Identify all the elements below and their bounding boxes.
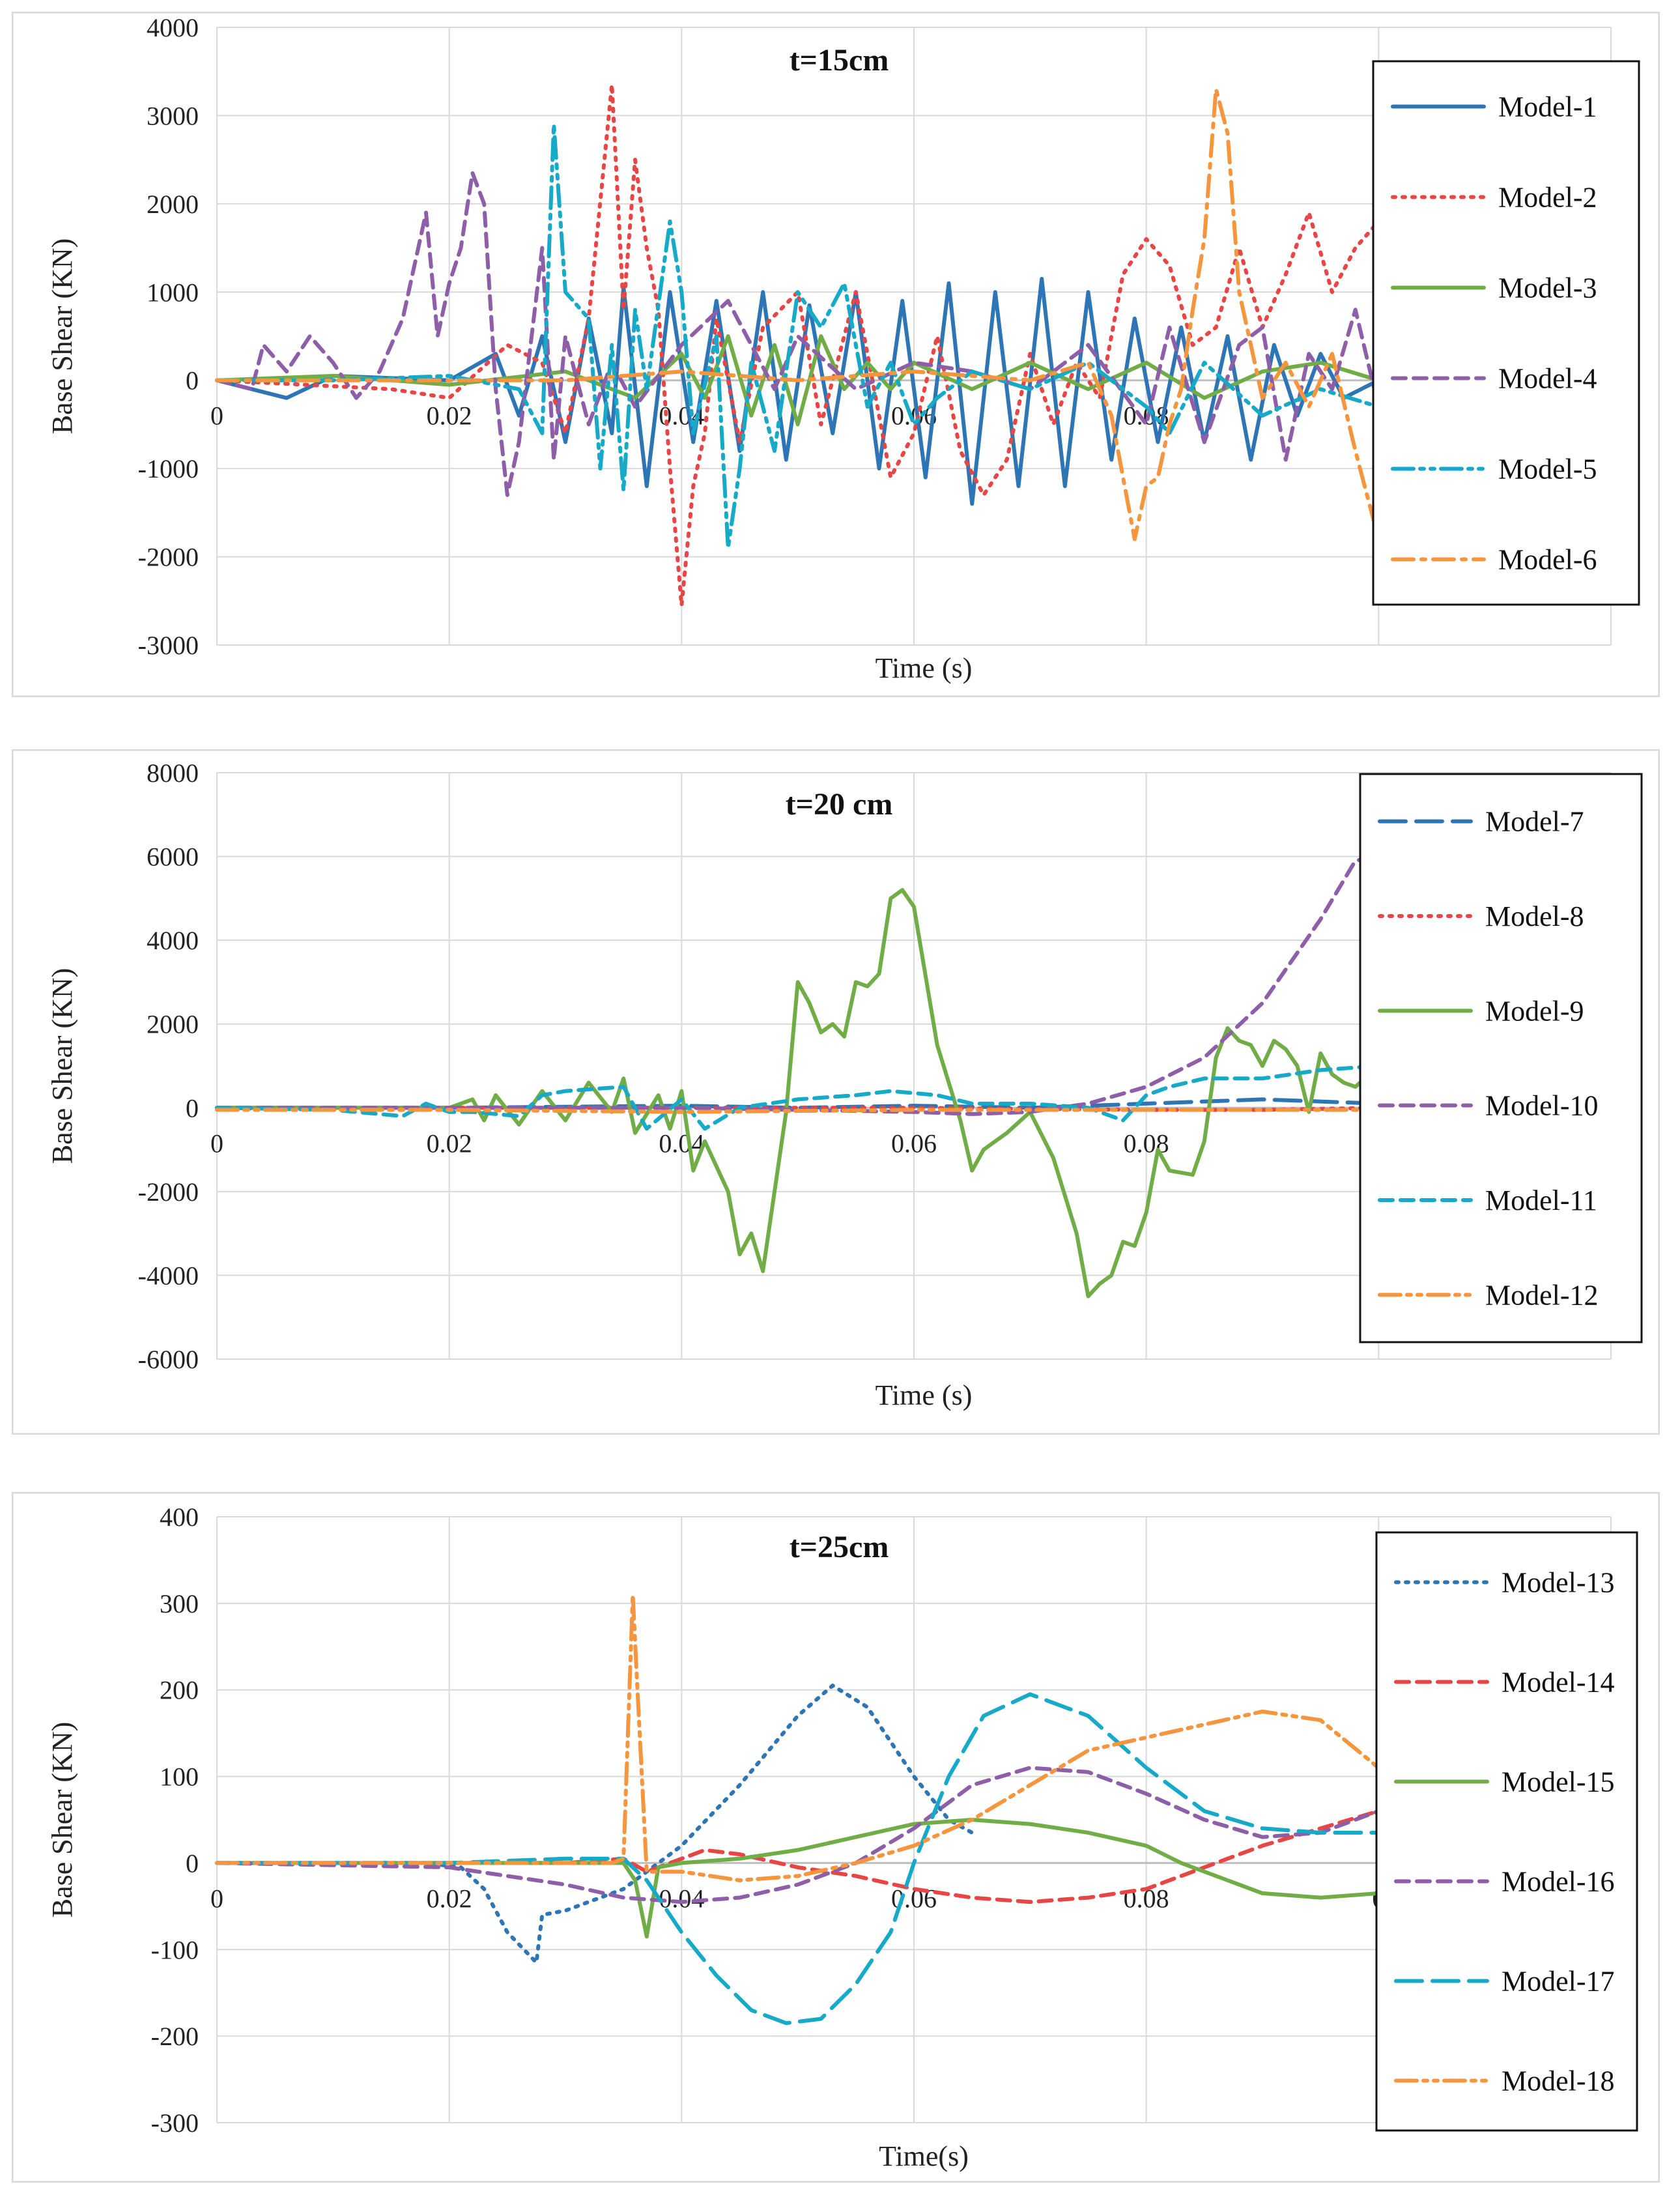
x-tick-label: 0.02 <box>427 401 472 431</box>
legend-label: Model-1 <box>1498 91 1597 123</box>
legend-label: Model-4 <box>1498 363 1597 395</box>
legend-label: Model-7 <box>1485 806 1584 838</box>
series-line-model-8 <box>215 1106 1381 1112</box>
x-tick-label: 0 <box>210 401 223 431</box>
chart-panel-1: 4000 3000 2000 1000 0 -1000 -2000 -3000 0 0.02 0.0… <box>11 11 1660 698</box>
legend-label: Model-10 <box>1485 1090 1599 1122</box>
x-axis-label: Time (s) <box>876 1379 973 1411</box>
series-line-model-2 <box>215 83 1381 608</box>
y-tick-label: 2000 <box>147 1010 199 1039</box>
y-tick-label: 1000 <box>147 278 199 307</box>
series-group <box>215 1592 1381 2026</box>
y-tick-label: -100 <box>151 1935 199 1964</box>
x-axis-label: Time (s) <box>876 652 973 684</box>
y-tick-label: 400 <box>160 1502 199 1532</box>
x-axis-label: Time(s) <box>879 2140 969 2172</box>
legend-label: Model-5 <box>1498 453 1597 485</box>
legend-label: Model-6 <box>1498 544 1597 576</box>
series-line-model-15 <box>215 1818 1381 1939</box>
series-line-model-9 <box>215 888 1381 1298</box>
y-tick-label: 0 <box>186 1848 199 1878</box>
y-tick-label: -4000 <box>138 1261 199 1290</box>
x-tick-label: 0.06 <box>891 1128 937 1158</box>
series-line-model-4 <box>215 171 1381 497</box>
legend-label: Model-3 <box>1498 272 1597 304</box>
legend-label: Model-2 <box>1498 182 1597 214</box>
y-axis-label: Base Shear (KN) <box>46 238 78 435</box>
y-tick-label: 8000 <box>147 758 199 788</box>
y-tick-label: -200 <box>151 2022 199 2051</box>
y-axis-label: Base Shear (KN) <box>46 1722 78 1918</box>
legend-label: Model-18 <box>1502 2065 1615 2097</box>
x-tick-label: 0.02 <box>427 1884 472 1913</box>
y-tick-label: 0 <box>186 1093 199 1123</box>
y-tick-label: 4000 <box>147 926 199 955</box>
series-line-model-3 <box>215 334 1381 427</box>
series-line-model-12 <box>215 1108 1381 1114</box>
y-tick-label: 2000 <box>147 190 199 219</box>
legend-label: Model-8 <box>1485 900 1584 932</box>
y-axis-label: Base Shear (KN) <box>46 968 78 1164</box>
y-tick-label: -2000 <box>138 543 199 572</box>
y-tick-label: -3000 <box>138 631 199 660</box>
legend-label: Model-11 <box>1485 1184 1597 1216</box>
x-tick-label: 0.04 <box>659 1128 704 1158</box>
y-tick-label: -1000 <box>138 454 199 483</box>
chart-title: t=20 cm <box>786 787 893 822</box>
legend-label: Model-15 <box>1502 1766 1615 1798</box>
chart-panel-3: 400 300 200 100 0 -100 -200 -300 0 0.02 0.04 0.06 0.… <box>11 1491 1660 2183</box>
series-line-model-18 <box>215 1592 1381 1882</box>
y-tick-label: -300 <box>151 2108 199 2138</box>
y-tick-label: 100 <box>160 1762 199 1792</box>
x-tick-label: 0.02 <box>427 1128 472 1158</box>
x-tick-label: 0 <box>210 1128 223 1158</box>
y-tick-label: 0 <box>186 366 199 395</box>
chart-svg-2: 8000 6000 4000 2000 0 -2000 -4000 -6000 0 0.02 0.0… <box>11 749 1660 1435</box>
legend-label: Model-17 <box>1502 1966 1615 1998</box>
y-tick-label: 4000 <box>147 13 199 42</box>
y-tick-label: -2000 <box>138 1177 199 1207</box>
y-tick-label: 3000 <box>147 101 199 130</box>
legend-label: Model-13 <box>1502 1567 1615 1599</box>
series-line-model-11 <box>215 1064 1381 1131</box>
legend-label: Model-12 <box>1485 1279 1599 1311</box>
y-tick-label: -6000 <box>138 1345 199 1374</box>
y-tick-label: 6000 <box>147 842 199 872</box>
legend-label: Model-9 <box>1485 995 1584 1027</box>
legend-label: Model-14 <box>1502 1667 1615 1699</box>
legend-box <box>1375 1531 1638 2132</box>
legend-box <box>1359 773 1643 1343</box>
series-line-model-14 <box>215 1809 1381 1904</box>
legend-label: Model-16 <box>1502 1866 1615 1898</box>
x-tick-label: 0 <box>210 1884 223 1913</box>
chart-title: t=25cm <box>790 1530 889 1564</box>
legend-box <box>1372 60 1640 606</box>
chart-panel-2: 8000 6000 4000 2000 0 -2000 -4000 -6000 0 0.02 0.0… <box>11 749 1660 1435</box>
series-line-model-17 <box>215 1692 1381 2026</box>
series-line-model-6 <box>215 87 1381 541</box>
chart-title: t=15cm <box>790 43 889 78</box>
series-line-model-10 <box>215 854 1381 1116</box>
series-group <box>215 83 1381 608</box>
y-tick-label: 200 <box>160 1676 199 1705</box>
series-line-model-13 <box>215 1684 975 1965</box>
series-line-model-16 <box>215 1766 1381 1904</box>
series-group <box>215 854 1381 1298</box>
y-tick-label: 300 <box>160 1589 199 1618</box>
